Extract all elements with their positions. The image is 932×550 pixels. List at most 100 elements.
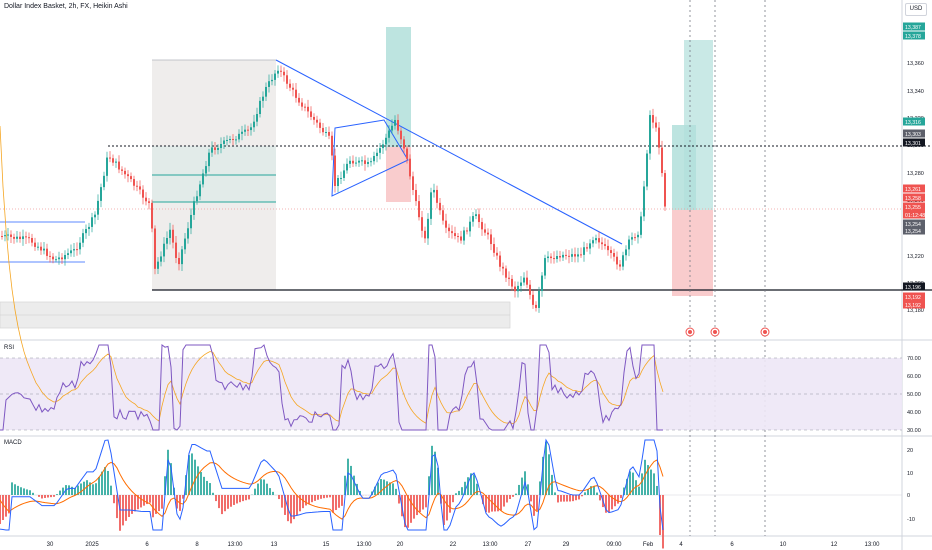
macd-histogram-bar xyxy=(242,495,244,502)
candle-body xyxy=(646,153,648,187)
candle-body xyxy=(343,170,345,178)
rsi-line[interactable] xyxy=(0,344,663,431)
macd-line[interactable] xyxy=(0,438,664,531)
currency-button[interactable]: USD xyxy=(905,3,927,16)
candle-body xyxy=(235,139,237,141)
candle-body xyxy=(658,127,660,148)
macd-histogram-bar xyxy=(620,495,622,499)
macd-scale[interactable]: 20 10 0 -10 xyxy=(907,448,915,523)
trend-line[interactable] xyxy=(275,59,623,245)
macd-histogram-bar xyxy=(470,473,472,495)
macd-tick: 0 xyxy=(907,493,910,499)
candle-body xyxy=(253,121,255,128)
macd-histogram-bar xyxy=(437,467,439,495)
long-position-loss[interactable] xyxy=(672,210,713,296)
wedge-pattern[interactable] xyxy=(331,119,409,197)
macd-histogram-bar xyxy=(299,495,301,512)
macd-tick: 20 xyxy=(907,448,913,454)
macd-histogram-bar xyxy=(569,495,571,502)
candle-body xyxy=(289,83,291,88)
macd-histogram-bar xyxy=(485,495,487,513)
economic-event-icon[interactable] xyxy=(710,327,720,337)
rsi-scale[interactable]: 70.00 60.00 50.00 40.00 30.00 xyxy=(907,356,921,434)
macd-histogram-bar xyxy=(95,483,97,495)
candle-body xyxy=(121,169,123,171)
candle-body xyxy=(100,187,102,201)
price-label-bg xyxy=(903,184,925,193)
candle-body xyxy=(49,255,51,257)
macd-histogram-bar xyxy=(515,493,517,495)
macd-histogram-bar xyxy=(641,473,643,495)
macd-histogram-bar xyxy=(452,495,454,503)
candle-body xyxy=(553,258,555,260)
candle-body xyxy=(148,201,150,203)
macd-histogram-bar xyxy=(617,495,619,504)
candle-body xyxy=(625,249,627,256)
economic-event-icon[interactable] xyxy=(685,327,695,337)
macd-histogram-bar xyxy=(86,480,88,495)
candle-body xyxy=(103,175,105,188)
candle-body xyxy=(433,189,435,193)
macd-histogram-bar xyxy=(467,477,469,495)
candle-body xyxy=(205,166,207,174)
candle-body xyxy=(502,266,504,269)
macd-histogram-bar xyxy=(326,495,328,498)
candlestick-series[interactable] xyxy=(1,65,666,313)
macd-histogram-bar xyxy=(488,495,490,513)
candle-body xyxy=(172,229,174,243)
candle-body xyxy=(325,132,327,134)
macd-histogram-bar xyxy=(512,495,514,497)
price-label-text: 13,196 xyxy=(905,285,921,291)
long-position-profit[interactable] xyxy=(684,40,713,210)
time-tick: 29 xyxy=(563,542,570,548)
candle-body xyxy=(586,247,588,249)
macd-histogram-bar xyxy=(20,487,22,495)
macd-histogram-bar xyxy=(497,495,499,512)
rsi-ma-line[interactable] xyxy=(0,125,664,425)
chart-title[interactable]: Dollar Index Basket, 2h, FX, Heikin Ashi xyxy=(4,3,128,10)
time-tick: 30 xyxy=(47,542,54,548)
candle-body xyxy=(115,161,117,163)
price-tick: 13,220 xyxy=(907,254,924,260)
candle-body xyxy=(40,246,42,251)
candle-body xyxy=(373,156,375,162)
macd-histogram-bar xyxy=(503,495,505,507)
price-label-bg xyxy=(903,292,925,301)
macd-histogram-bar xyxy=(395,488,397,495)
candle-body xyxy=(541,275,543,292)
candle-body xyxy=(490,234,492,245)
candle-body xyxy=(202,173,204,185)
candle-body xyxy=(316,119,318,123)
macd-histogram-bar xyxy=(266,483,268,495)
macd-histogram-bar xyxy=(545,441,547,495)
candle-body xyxy=(445,220,447,228)
candle-body xyxy=(358,160,360,163)
candle-body xyxy=(280,70,282,72)
candle-body xyxy=(328,132,330,136)
candle-body xyxy=(457,236,459,238)
time-tick: 4 xyxy=(679,542,683,548)
candle-body xyxy=(478,214,480,223)
candle-body xyxy=(421,217,423,231)
time-axis[interactable]: 30 2025 6 8 13:00 13 15 13:00 20 22 13:00 27 29 09:00… xyxy=(47,542,881,548)
macd-histogram-bar xyxy=(140,495,142,508)
macd-histogram-bar xyxy=(647,465,649,495)
candle-body xyxy=(208,152,210,167)
time-tick: 22 xyxy=(450,542,457,548)
candle-body xyxy=(58,257,60,260)
candle-body xyxy=(106,157,108,176)
candle-body xyxy=(334,155,336,187)
economic-event-icon[interactable] xyxy=(760,327,770,337)
macd-histogram-bar xyxy=(80,483,82,495)
macd-signal-line[interactable] xyxy=(0,459,664,520)
macd-pane-label[interactable]: MACD xyxy=(4,440,22,446)
candle-body xyxy=(223,140,225,145)
candle-body xyxy=(469,221,471,232)
macd-histogram-bar xyxy=(350,465,352,495)
price-label-bg xyxy=(903,282,925,291)
rsi-pane-label[interactable]: RSI xyxy=(4,345,15,351)
macd-histogram-bar xyxy=(296,495,298,516)
candle-body xyxy=(397,119,399,131)
candle-body xyxy=(346,163,348,171)
